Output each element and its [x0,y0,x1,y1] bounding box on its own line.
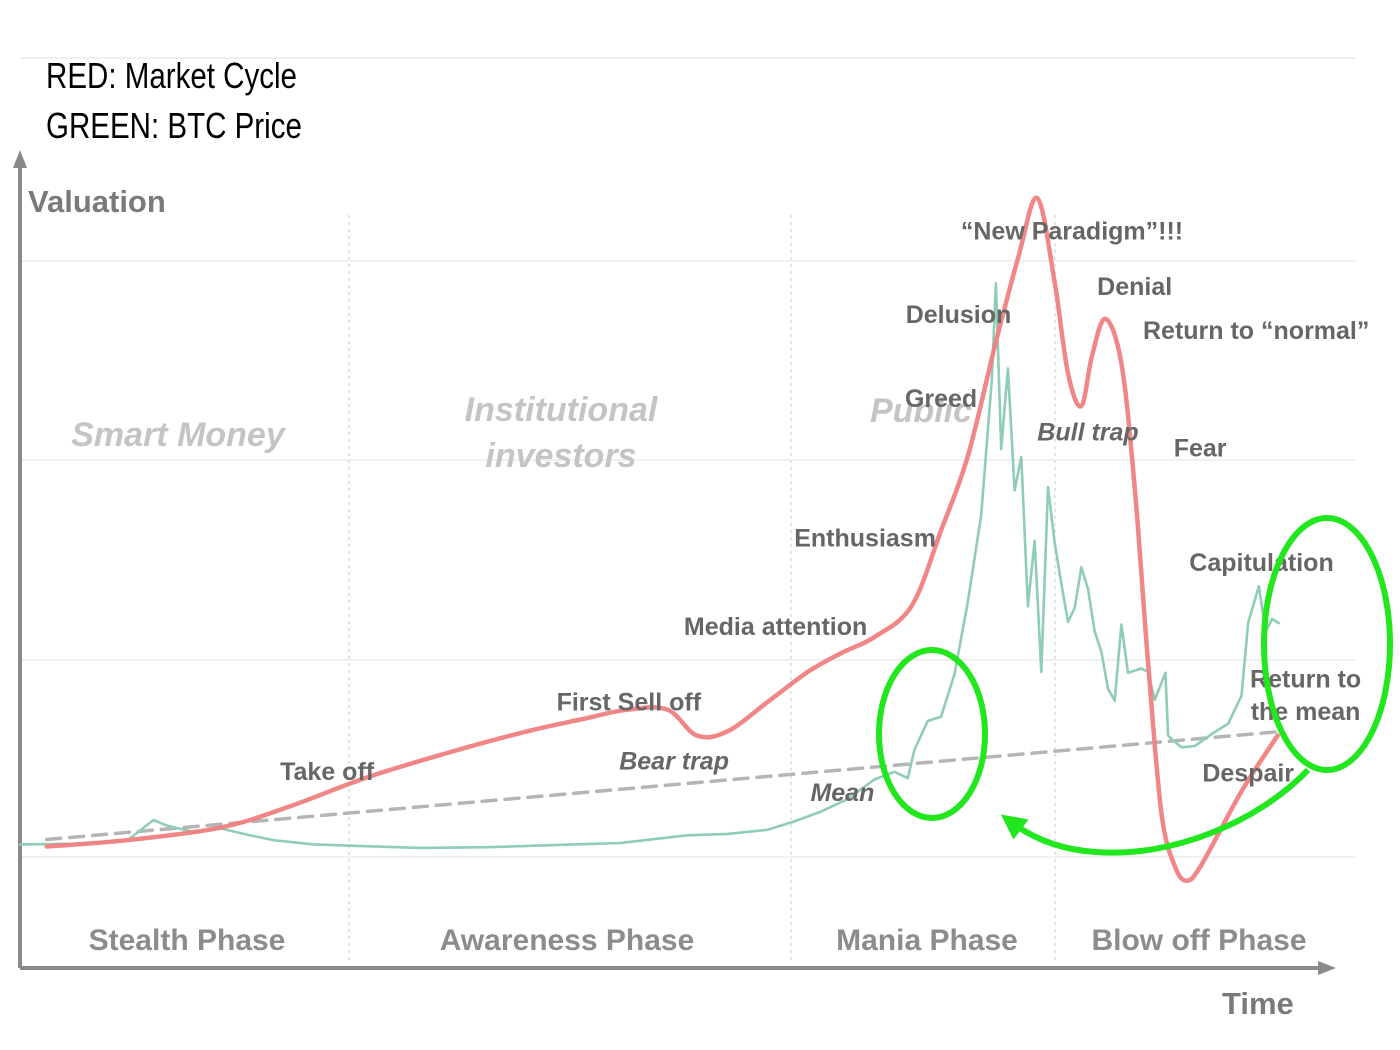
annotation-label: Delusion [906,301,1012,329]
annotation-label: Take off [280,758,375,786]
highlight-circle-recent [1261,515,1393,773]
highlight-circle-mania [876,647,988,821]
annotation-label: Enthusiasm [794,524,936,552]
y-axis-title: Valuation [28,184,166,219]
phase-label-mania: Mania Phase [836,924,1018,957]
annotation-label: Capitulation [1189,549,1333,577]
x-axis-title: Time [1222,986,1294,1021]
y-axis-arrowhead [13,150,27,168]
annotation-label: First Sell off [557,688,702,716]
comparison-arrow [1000,767,1311,856]
highlight-overlays [876,515,1393,856]
annotation-label: “New Paradigm”!!! [961,217,1183,245]
series-lines [18,195,1281,883]
group-label-institutional: Institutional [465,391,659,429]
annotation-label: the mean [1251,698,1361,726]
series-line-btc-price [18,281,1281,850]
annotation-label: Media attention [684,613,867,641]
annotation-label: Denial [1097,273,1172,301]
group-label-public: Public [870,392,972,430]
annotation-label: Bear trap [619,748,729,776]
legend-red-entry: RED: Market Cycle [46,55,297,96]
group-label-investors: investors [485,437,636,475]
annotation-label: Despair [1202,760,1294,788]
group-labels: Smart Money Institutional investors Publ… [71,391,972,475]
phase-label-stealth: Stealth Phase [89,924,286,957]
annotation-label: Fear [1174,434,1227,462]
phase-label-awareness: Awareness Phase [440,924,695,957]
x-axis-arrowhead [1318,961,1336,975]
annotation-label: Mean [810,779,874,807]
cycle-annotations: Take off First Sell off Bear trap Media att… [280,217,1369,807]
phase-label-blow-off: Blow off Phase [1091,924,1306,957]
phase-labels: Stealth Phase Awareness Phase Mania Phas… [89,924,1307,957]
group-label-smart-money: Smart Money [71,416,287,454]
axes: Valuation Time [13,150,1336,1021]
annotation-label: Return to “normal” [1143,317,1369,345]
series-line-market-cycle [44,195,1280,883]
legend-green-entry: GREEN: BTC Price [46,105,302,146]
annotation-label: Greed [905,385,977,413]
annotation-label: Bull trap [1037,418,1138,446]
